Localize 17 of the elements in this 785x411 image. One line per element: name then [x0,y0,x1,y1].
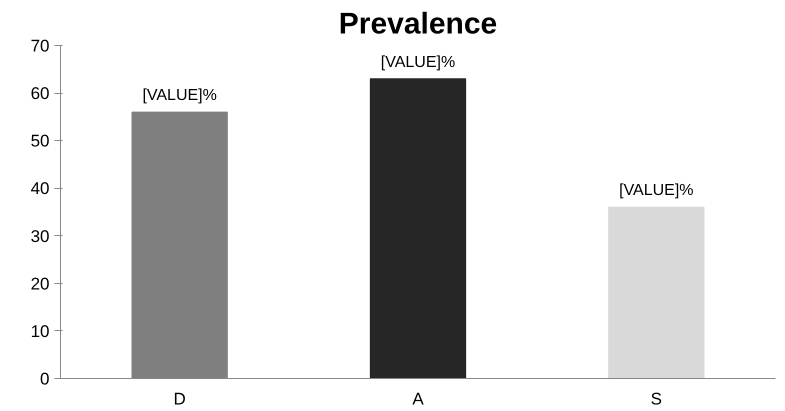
y-tick-label: 70 [30,36,50,56]
data-label: [VALUE]% [380,54,456,71]
data-label: [VALUE]% [142,87,217,104]
y-tick-label: 40 [30,179,50,198]
data-label: [VALUE]% [619,182,694,200]
bar [608,206,704,378]
y-tick-label: 20 [30,274,50,294]
y-tick-label: 30 [30,226,50,246]
x-tick-label: A [412,390,424,408]
y-tick-label: 10 [30,322,50,341]
bar [370,78,466,378]
chart-title: Prevalence [338,8,498,40]
y-tick-label: 0 [40,370,50,388]
y-tick-label: 50 [30,132,50,151]
x-tick-label: D [174,390,186,408]
x-tick-label: S [650,390,662,408]
y-tick-label: 60 [30,84,50,104]
